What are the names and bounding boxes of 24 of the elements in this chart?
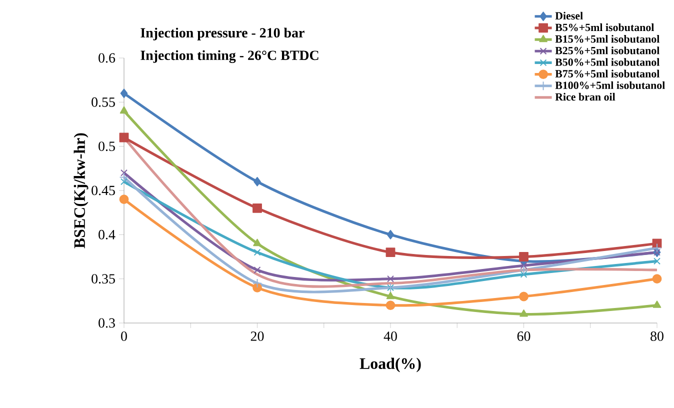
y-tick-label: 0.3 — [98, 318, 115, 328]
legend-label: B75%+5ml isobutanol — [555, 70, 660, 78]
x-tick-label: 20 — [250, 332, 264, 341]
x-tick-label: 60 — [517, 332, 530, 341]
legend-label: Rice bran oil — [555, 92, 616, 101]
y-tick-label: 0.55 — [92, 97, 115, 107]
legend-label: B5%+5ml isobutanol — [555, 23, 654, 32]
x-tick-label: 80 — [650, 332, 664, 341]
x-tick-label: 40 — [384, 332, 397, 341]
legend-label: B15%+5ml isobutanol — [555, 35, 660, 43]
legend-label: B25%+5ml isobutanol — [555, 46, 660, 54]
x-tick-label: 0 — [121, 332, 127, 341]
text: Injection pressure - 210 bar — [140, 28, 304, 40]
y-tick-label: 0.35 — [92, 274, 115, 284]
y-axis-title: BSEC(Kj/kw-hr) — [74, 133, 88, 248]
legend-label: B100%+5ml isobutanol — [555, 81, 665, 90]
y-tick-label: 0.45 — [92, 186, 115, 196]
x-axis-title: Load(%) — [360, 358, 421, 372]
annotation: Injection timing - 26°C BTDC — [140, 50, 318, 64]
y-tick-label: 0.5 — [98, 142, 115, 152]
legend-label: B50%+5ml isobutanol — [555, 58, 660, 66]
y-tick-label: 0.6 — [98, 53, 116, 63]
legend-label: Diesel — [555, 12, 583, 20]
y-tick-label: 0.4 — [98, 230, 116, 240]
